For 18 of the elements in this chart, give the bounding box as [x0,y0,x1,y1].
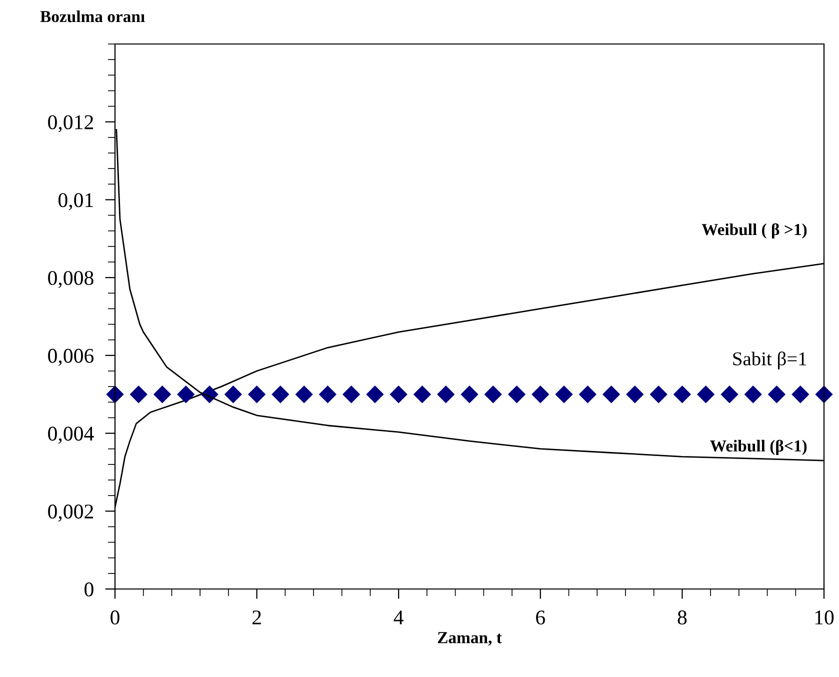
x-tick-label: 6 [536,610,545,624]
x-axis-title: Zaman, t [438,632,502,646]
y-tick-label: 0,012 [48,115,94,132]
y-tick-label: 0,01 [58,193,93,210]
x-tick-label: 0 [110,610,120,624]
y-tick-label: 0 [84,582,94,596]
x-tick-label: 8 [678,610,687,624]
series-label: Weibull ( β >1) [702,223,807,239]
x-tick-label: 4 [394,610,404,624]
series-label: Weibull (β<1) [710,440,807,455]
y-tick-label: 0,006 [48,348,94,366]
y-tick-label: 0,004 [48,426,94,444]
x-tick-label: 2 [252,610,261,624]
series-label: Sabit β=1 [733,352,806,370]
x-tick-label: 10 [815,610,834,624]
y-axis-title: Bozulma oranı [40,10,145,22]
y-tick-label: 0,008 [48,270,94,288]
y-tick-label: 0,002 [48,504,94,522]
